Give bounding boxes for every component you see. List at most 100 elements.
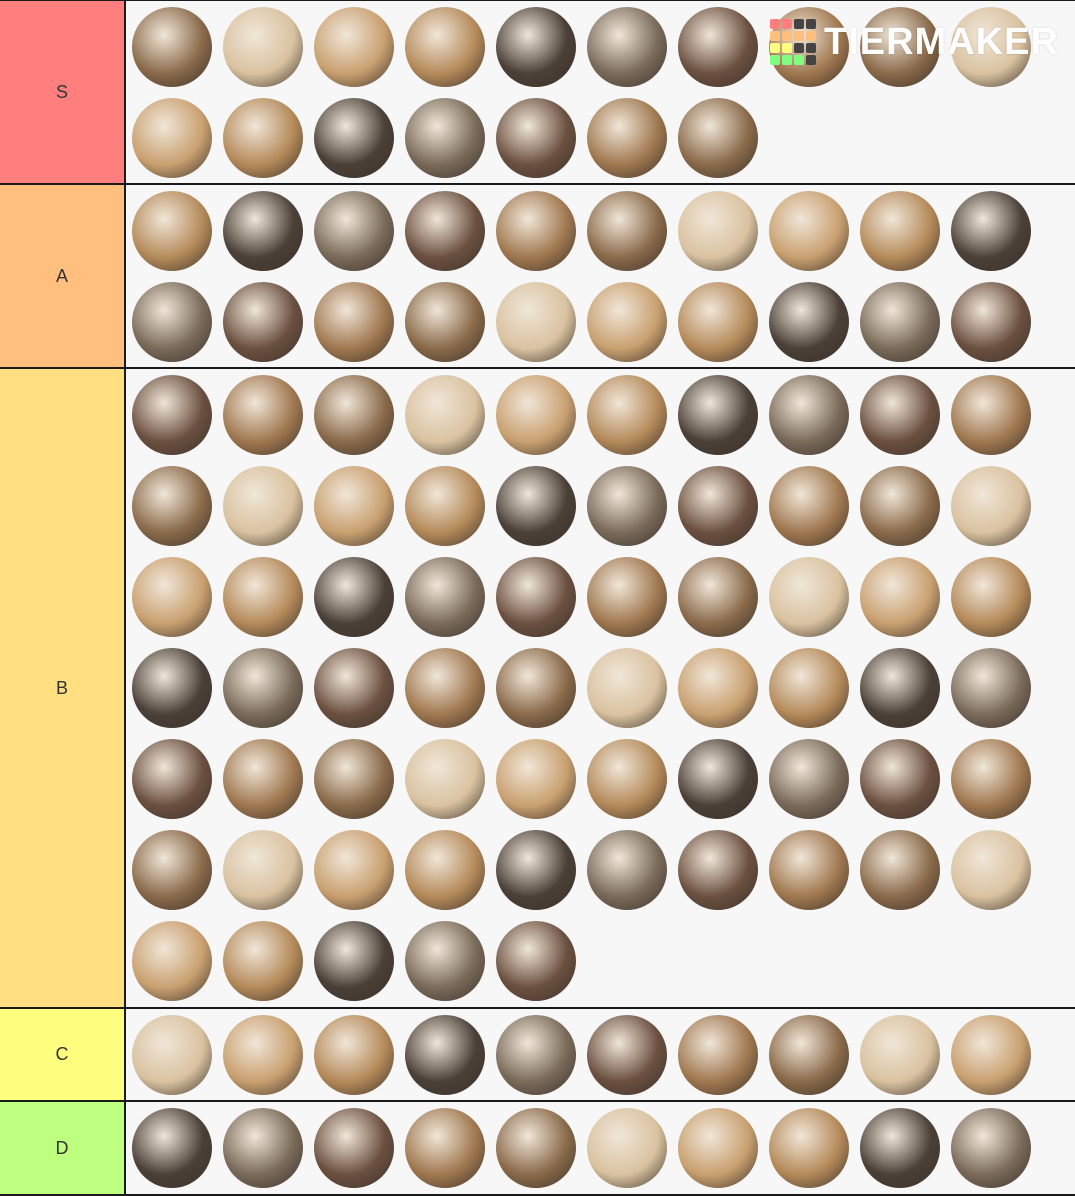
- tier-item[interactable]: [490, 1102, 581, 1193]
- tier-item[interactable]: [399, 1102, 490, 1193]
- tier-item[interactable]: [854, 551, 945, 642]
- tier-item[interactable]: [581, 369, 672, 460]
- tier-item[interactable]: [763, 185, 854, 276]
- tier-label[interactable]: D: [0, 1102, 126, 1194]
- tier-item[interactable]: [581, 551, 672, 642]
- tier-label[interactable]: A: [0, 185, 126, 367]
- tier-item[interactable]: [490, 915, 581, 1006]
- tier-item[interactable]: [217, 1, 308, 92]
- tier-item[interactable]: [399, 92, 490, 183]
- tier-item[interactable]: [672, 551, 763, 642]
- tier-item[interactable]: [854, 824, 945, 915]
- tier-item[interactable]: [490, 733, 581, 824]
- tier-item[interactable]: [308, 92, 399, 183]
- tier-item[interactable]: [854, 369, 945, 460]
- tier-item[interactable]: [126, 551, 217, 642]
- tier-item[interactable]: [763, 460, 854, 551]
- tier-item[interactable]: [945, 460, 1036, 551]
- tier-item[interactable]: [126, 92, 217, 183]
- tier-item[interactable]: [672, 369, 763, 460]
- tier-item[interactable]: [672, 460, 763, 551]
- tier-item[interactable]: [217, 915, 308, 1006]
- tier-item[interactable]: [217, 185, 308, 276]
- tier-item[interactable]: [217, 733, 308, 824]
- tier-item[interactable]: [672, 642, 763, 733]
- tier-item[interactable]: [126, 642, 217, 733]
- tier-item[interactable]: [581, 1102, 672, 1193]
- tier-item[interactable]: [217, 1102, 308, 1193]
- tier-item[interactable]: [217, 369, 308, 460]
- tier-item[interactable]: [763, 1102, 854, 1193]
- tier-item[interactable]: [490, 1, 581, 92]
- tier-item[interactable]: [763, 824, 854, 915]
- tier-item[interactable]: [217, 551, 308, 642]
- tier-item[interactable]: [126, 1009, 217, 1100]
- tier-item[interactable]: [399, 551, 490, 642]
- tier-item[interactable]: [126, 1, 217, 92]
- tier-item[interactable]: [308, 915, 399, 1006]
- tier-item[interactable]: [945, 1, 1036, 92]
- tier-item[interactable]: [672, 185, 763, 276]
- tier-item[interactable]: [308, 1, 399, 92]
- tier-item[interactable]: [854, 1102, 945, 1193]
- tier-item[interactable]: [672, 276, 763, 367]
- tier-item[interactable]: [308, 369, 399, 460]
- tier-item[interactable]: [399, 733, 490, 824]
- tier-item[interactable]: [217, 460, 308, 551]
- tier-label[interactable]: B: [0, 369, 126, 1007]
- tier-item[interactable]: [945, 185, 1036, 276]
- tier-item[interactable]: [763, 1009, 854, 1100]
- tier-item[interactable]: [581, 824, 672, 915]
- tier-item[interactable]: [581, 733, 672, 824]
- tier-item[interactable]: [854, 733, 945, 824]
- tier-item[interactable]: [763, 733, 854, 824]
- tier-item[interactable]: [217, 824, 308, 915]
- tier-item[interactable]: [854, 276, 945, 367]
- tier-item[interactable]: [945, 1102, 1036, 1193]
- tier-item[interactable]: [490, 551, 581, 642]
- tier-item[interactable]: [126, 915, 217, 1006]
- tier-item[interactable]: [126, 733, 217, 824]
- tier-item[interactable]: [399, 1009, 490, 1100]
- tier-item[interactable]: [490, 460, 581, 551]
- tier-item[interactable]: [490, 369, 581, 460]
- tier-label[interactable]: S: [0, 1, 126, 183]
- tier-item[interactable]: [308, 276, 399, 367]
- tier-item[interactable]: [490, 642, 581, 733]
- tier-item[interactable]: [854, 1, 945, 92]
- tier-item[interactable]: [399, 824, 490, 915]
- tier-item[interactable]: [763, 369, 854, 460]
- tier-item[interactable]: [399, 915, 490, 1006]
- tier-item[interactable]: [672, 1102, 763, 1193]
- tier-item[interactable]: [126, 824, 217, 915]
- tier-item[interactable]: [399, 185, 490, 276]
- tier-item[interactable]: [308, 551, 399, 642]
- tier-item[interactable]: [399, 276, 490, 367]
- tier-item[interactable]: [763, 551, 854, 642]
- tier-item[interactable]: [672, 824, 763, 915]
- tier-item[interactable]: [763, 276, 854, 367]
- tier-item[interactable]: [581, 276, 672, 367]
- tier-item[interactable]: [308, 1009, 399, 1100]
- tier-item[interactable]: [490, 185, 581, 276]
- tier-item[interactable]: [308, 642, 399, 733]
- tier-item[interactable]: [854, 1009, 945, 1100]
- tier-item[interactable]: [672, 733, 763, 824]
- tier-item[interactable]: [581, 185, 672, 276]
- tier-item[interactable]: [763, 1, 854, 92]
- tier-item[interactable]: [308, 460, 399, 551]
- tier-item[interactable]: [854, 642, 945, 733]
- tier-item[interactable]: [126, 185, 217, 276]
- tier-item[interactable]: [399, 642, 490, 733]
- tier-item[interactable]: [217, 642, 308, 733]
- tier-item[interactable]: [490, 824, 581, 915]
- tier-item[interactable]: [945, 369, 1036, 460]
- tier-label[interactable]: C: [0, 1009, 126, 1100]
- tier-item[interactable]: [308, 824, 399, 915]
- tier-item[interactable]: [581, 92, 672, 183]
- tier-item[interactable]: [581, 460, 672, 551]
- tier-item[interactable]: [126, 369, 217, 460]
- tier-item[interactable]: [490, 92, 581, 183]
- tier-item[interactable]: [672, 1009, 763, 1100]
- tier-item[interactable]: [126, 460, 217, 551]
